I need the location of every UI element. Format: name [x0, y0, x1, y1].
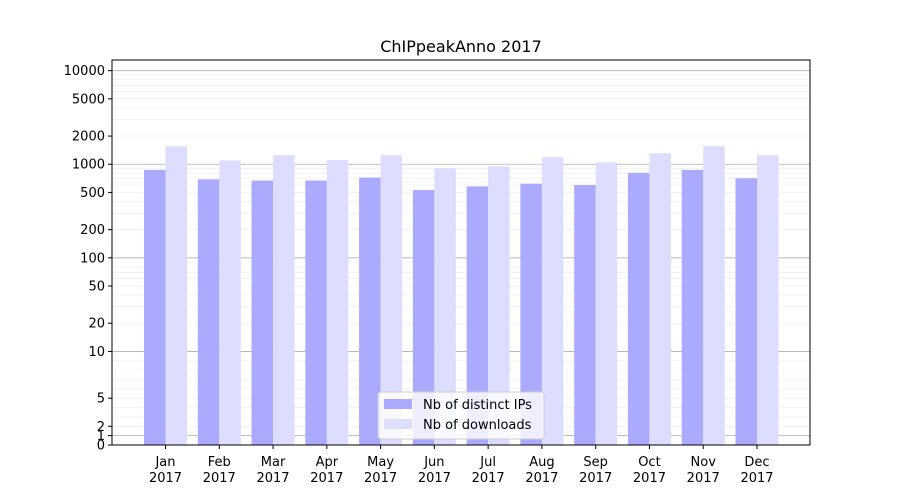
bar-downloads	[165, 146, 187, 445]
bar-downloads	[380, 155, 403, 445]
x-tick-label: Dec 2017	[740, 455, 773, 486]
y-tick-label: 5000	[72, 92, 105, 107]
y-tick-label: 100	[80, 251, 105, 266]
legend-label: Nb of distinct IPs	[423, 398, 532, 413]
bar-downloads	[434, 168, 456, 445]
bar-downloads	[273, 155, 295, 445]
legend-box	[377, 391, 545, 440]
bar-downloads	[703, 146, 725, 445]
y-tick-label: 200	[80, 223, 105, 238]
bar-distinct-ips	[251, 180, 274, 446]
x-tick-label: Jan 2017	[149, 455, 182, 486]
x-tick-label: Jun 2017	[418, 455, 451, 486]
legend-label: Nb of downloads	[423, 418, 532, 433]
y-tick-label: 0	[97, 439, 105, 454]
y-tick-label: 1000	[72, 158, 105, 173]
bar-distinct-ips	[466, 186, 489, 445]
bar-distinct-ips	[144, 169, 166, 445]
x-tick-label: Oct 2017	[633, 455, 666, 486]
x-tick-label: Apr 2017	[310, 455, 343, 486]
bar-distinct-ips	[197, 179, 220, 445]
y-tick-label: 2	[97, 420, 105, 435]
y-tick-label: 2000	[72, 130, 105, 145]
bar-downloads	[219, 160, 241, 445]
bar-distinct-ips	[574, 185, 596, 445]
bar-downloads	[595, 162, 618, 446]
x-tick-label: Jul 2017	[472, 455, 505, 486]
bar-distinct-ips	[305, 180, 327, 446]
bars	[144, 146, 779, 446]
x-axis: Jan 2017 Feb 2017 Mar 2017 Apr 2017 May 2017 Jun 20…	[149, 445, 774, 486]
y-axis: 012 5 10 20 50 100 200 500 1000 2000 5000 10000	[64, 64, 112, 454]
y-tick-label: 20	[88, 317, 105, 332]
x-tick-label: Feb 2017	[203, 455, 236, 486]
x-tick-label: Sep 2017	[579, 455, 612, 486]
bar-downloads	[757, 155, 779, 445]
legend-swatch	[384, 399, 412, 409]
bar-distinct-ips	[735, 178, 757, 445]
bar-downloads	[649, 153, 671, 445]
plot-frame	[111, 59, 811, 446]
bar-downloads	[326, 160, 349, 445]
bar-downloads	[541, 157, 564, 445]
legend: Nb of distinct IPs Nb of downloads	[377, 391, 545, 440]
x-tick-label: Nov 2017	[687, 455, 720, 486]
x-tick-label: May 2017	[364, 455, 397, 486]
y-tick-label: 1	[97, 429, 105, 444]
bar-downloads	[488, 166, 510, 445]
bar-distinct-ips	[520, 183, 542, 445]
bar-distinct-ips	[412, 190, 435, 445]
y-tick-label: 5	[97, 392, 105, 407]
bar-distinct-ips	[627, 172, 650, 445]
y-tick-label: 50	[88, 280, 105, 295]
y-tick-label: 10	[88, 345, 105, 360]
chart-title: ChIPpeakAnno 2017	[380, 37, 542, 56]
y-tick-label: 10000	[64, 64, 105, 79]
bar-distinct-ips	[681, 169, 704, 445]
x-tick-label: Aug 2017	[525, 455, 558, 486]
bar-distinct-ips	[359, 177, 381, 446]
x-tick-label: Mar 2017	[256, 455, 289, 486]
legend-swatch	[384, 419, 412, 429]
y-tick-label: 500	[80, 186, 105, 201]
